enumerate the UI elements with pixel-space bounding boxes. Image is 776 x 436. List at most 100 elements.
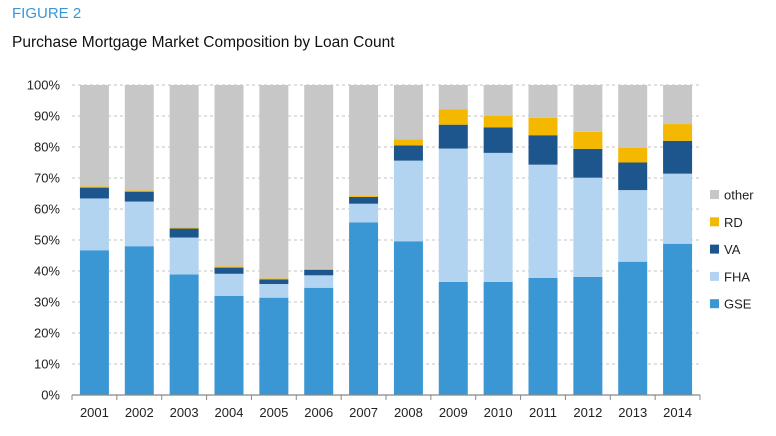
bar-segment-fha xyxy=(169,237,199,275)
y-tick-label: 10% xyxy=(34,357,60,372)
bar-segment-va xyxy=(349,196,379,204)
bar-segment-gse xyxy=(304,287,334,395)
bar-segment-va xyxy=(438,124,468,149)
bar-segment-rd xyxy=(304,268,334,270)
x-tick-label: 2014 xyxy=(663,405,692,420)
y-tick-label: 20% xyxy=(34,326,60,341)
bar-segment-fha xyxy=(349,203,379,223)
y-tick-label: 50% xyxy=(34,233,60,248)
bar-segment-fha xyxy=(393,160,423,242)
bar-segment-fha xyxy=(573,177,603,277)
bar-segment-fha xyxy=(259,284,289,298)
legend-label: VA xyxy=(724,242,741,257)
bar-segment-fha xyxy=(663,173,693,244)
bar-segment-fha xyxy=(528,164,558,278)
y-tick-label: 60% xyxy=(34,202,60,217)
legend-swatch-va xyxy=(710,244,719,254)
x-tick-label: 2005 xyxy=(259,405,288,420)
bar-segment-gse xyxy=(618,261,648,395)
bar-segment-rd xyxy=(663,124,693,141)
x-tick-label: 2010 xyxy=(484,405,513,420)
chart-title: Purchase Mortgage Market Composition by … xyxy=(12,34,395,51)
legend-label: RD xyxy=(724,215,743,230)
x-tick-label: 2011 xyxy=(529,405,557,420)
bar-segment-va xyxy=(259,279,289,285)
bar-segment-fha xyxy=(304,275,334,288)
bar-segment-other xyxy=(483,85,513,116)
bar-segment-rd xyxy=(573,131,603,149)
bar-segment-gse xyxy=(79,250,109,395)
y-tick-label: 100% xyxy=(27,78,61,93)
legend-label: other xyxy=(724,188,754,203)
bar-segment-gse xyxy=(124,246,154,395)
bar-segment-rd xyxy=(349,195,379,197)
x-tick-label: 2012 xyxy=(573,405,602,420)
bar-segment-rd xyxy=(214,266,244,268)
bar-segment-fha xyxy=(438,148,468,282)
x-tick-label: 2007 xyxy=(349,405,378,420)
bar-segment-other xyxy=(169,85,199,228)
bar-segment-rd xyxy=(528,117,558,136)
x-tick-label: 2001 xyxy=(80,405,109,420)
bar-segment-va xyxy=(393,145,423,161)
bar-segment-gse xyxy=(483,281,513,395)
legend-swatch-rd xyxy=(710,217,719,227)
bar-segment-gse xyxy=(438,281,468,395)
bar-segment-va xyxy=(618,162,648,191)
bar-segment-other xyxy=(573,85,603,132)
bar-segment-va xyxy=(483,127,513,153)
x-tick-label: 2003 xyxy=(170,405,199,420)
bar-segment-other xyxy=(663,85,693,125)
bar-segment-va xyxy=(528,135,558,165)
legend-swatch-gse xyxy=(710,299,719,309)
figure-label: FIGURE 2 xyxy=(12,5,82,22)
bar-segment-rd xyxy=(259,278,289,280)
x-tick-label: 2008 xyxy=(394,405,423,420)
bar-segment-gse xyxy=(259,297,289,395)
bar-segment-rd xyxy=(124,190,154,192)
bar-segment-gse xyxy=(573,276,603,395)
bar-segment-va xyxy=(79,187,109,199)
bar-segment-rd xyxy=(393,139,423,146)
bar-segment-va xyxy=(124,191,154,202)
bar-segment-rd xyxy=(483,115,513,128)
bar-segment-other xyxy=(393,85,423,140)
y-tick-label: 0% xyxy=(41,388,60,403)
bar-segment-other xyxy=(438,85,468,110)
bar-segment-fha xyxy=(124,201,154,247)
bar-segment-va xyxy=(169,228,199,238)
bar-segment-gse xyxy=(169,274,199,395)
bar-segment-other xyxy=(349,85,379,196)
bar-segment-gse xyxy=(528,277,558,395)
bar-segment-gse xyxy=(663,243,693,395)
legend-label: FHA xyxy=(724,269,750,284)
legend-label: GSE xyxy=(724,297,752,312)
bar-segment-other xyxy=(259,85,289,279)
x-tick-label: 2006 xyxy=(304,405,333,420)
x-tick-label: 2009 xyxy=(439,405,468,420)
bar-segment-va xyxy=(304,269,334,276)
bar-segment-rd xyxy=(79,186,109,188)
legend-swatch-other xyxy=(710,190,719,199)
legend-swatch-fha xyxy=(710,271,719,281)
y-tick-label: 70% xyxy=(34,171,60,186)
bar-segment-other xyxy=(528,85,558,118)
bar-segment-rd xyxy=(169,227,199,229)
bar-segment-fha xyxy=(79,198,109,251)
bar-segment-other xyxy=(304,85,334,269)
x-tick-label: 2004 xyxy=(215,405,244,420)
y-tick-label: 80% xyxy=(34,140,60,155)
bar-segment-other xyxy=(618,85,648,148)
bar-segment-gse xyxy=(393,241,423,395)
bar-segment-rd xyxy=(438,109,468,125)
bar-segment-fha xyxy=(618,190,648,262)
bar-segment-va xyxy=(214,267,244,274)
bar-segment-gse xyxy=(349,222,379,395)
y-tick-label: 90% xyxy=(34,109,60,124)
y-tick-label: 30% xyxy=(34,295,60,310)
bar-segment-fha xyxy=(483,152,513,282)
bar-segment-rd xyxy=(618,147,648,163)
bar-segment-other xyxy=(214,85,244,267)
x-tick-label: 2002 xyxy=(125,405,154,420)
